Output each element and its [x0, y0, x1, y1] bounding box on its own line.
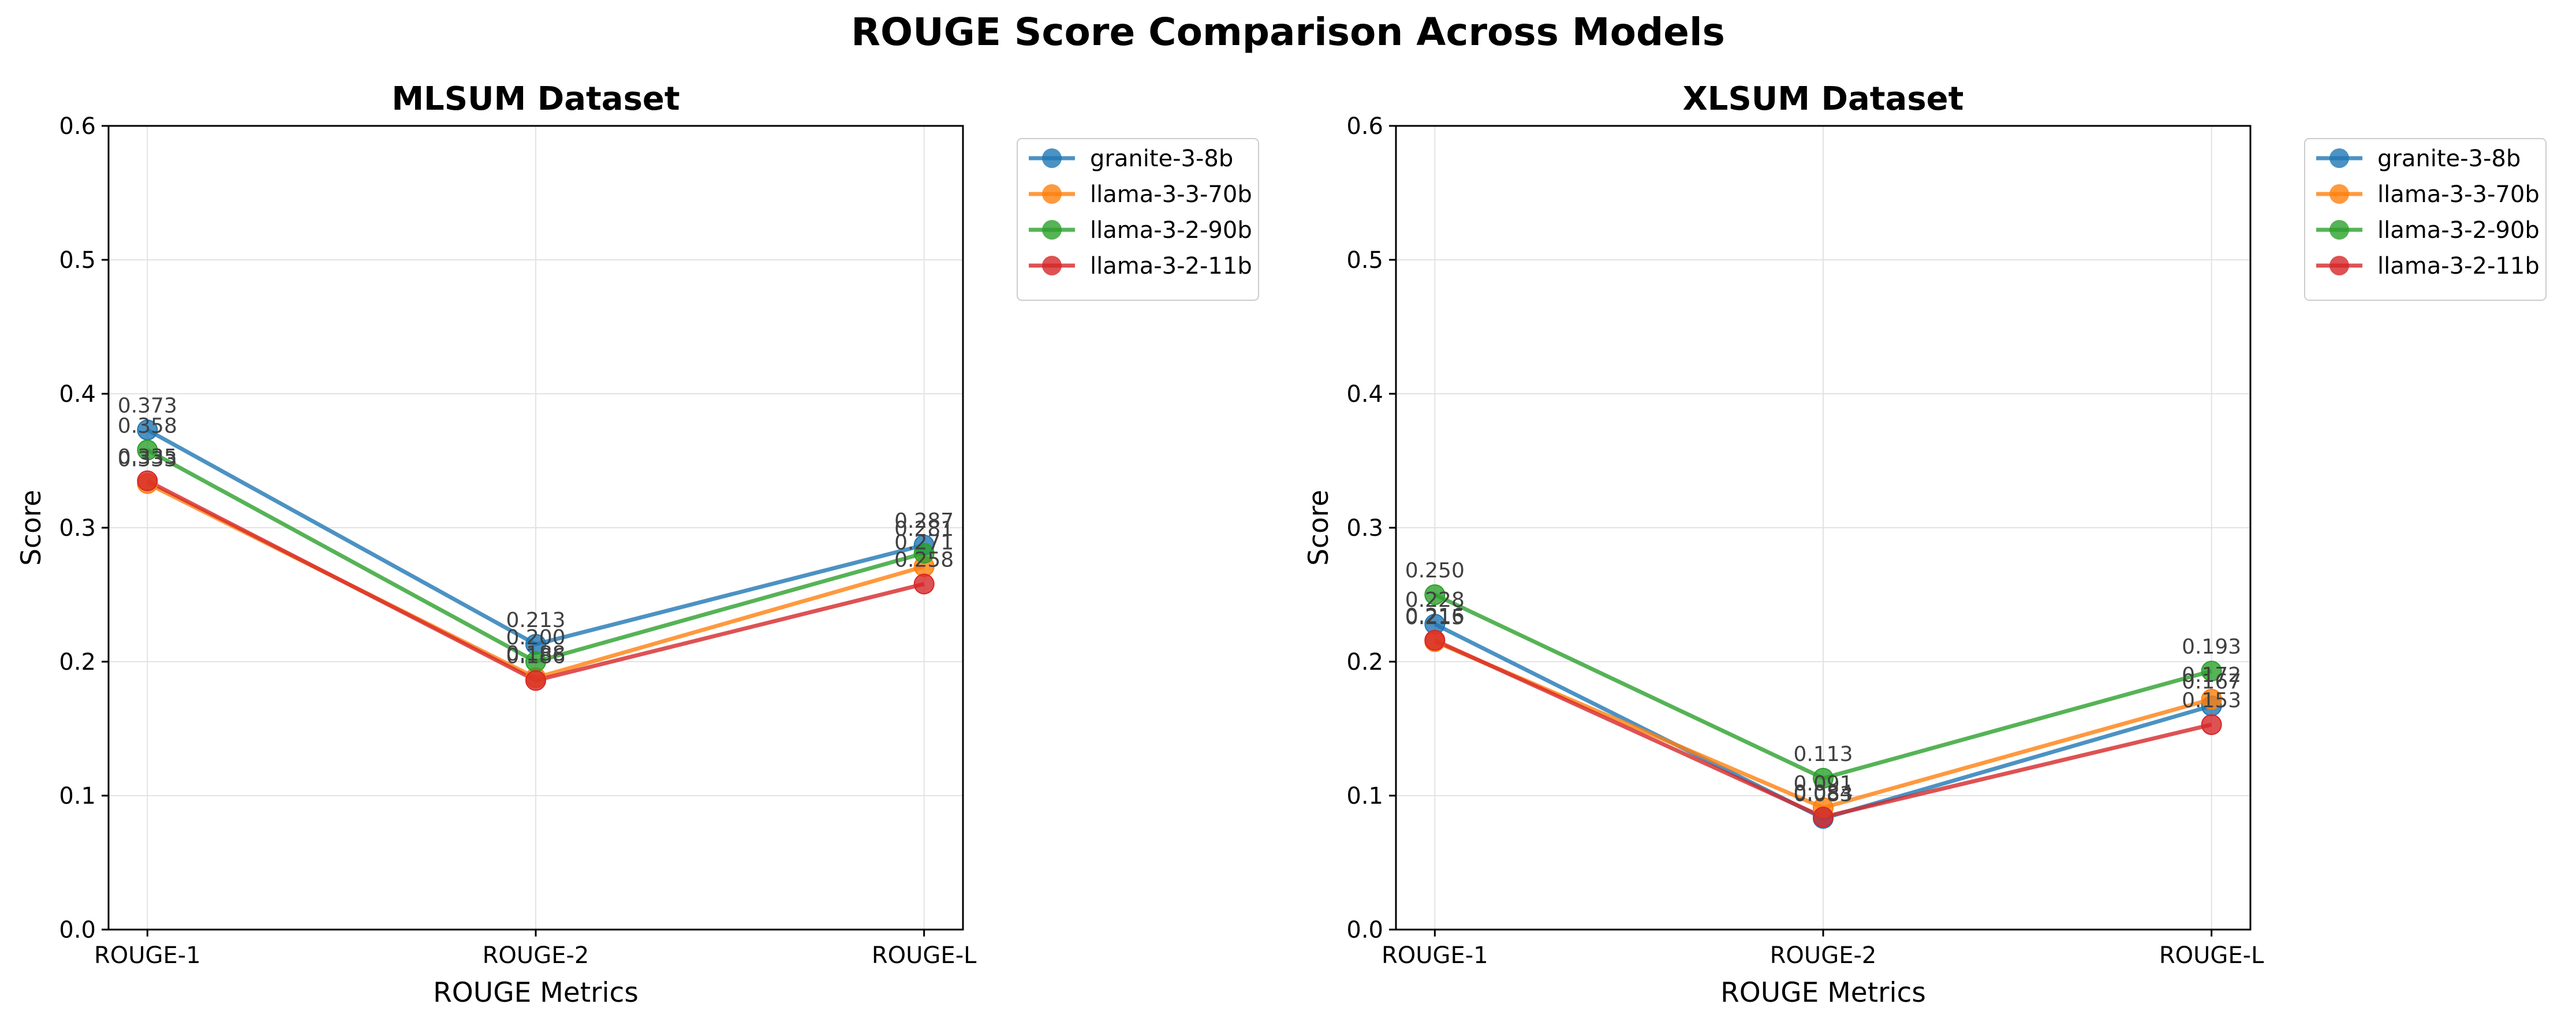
- data-point-llama-3-2-90b: [1813, 767, 1834, 789]
- data-point-llama-3-2-11b: [913, 573, 935, 595]
- legend: granite-3-8b llama-3-3-70b llama-3-2-90b ll…: [1017, 138, 1259, 301]
- legend-label: llama-3-2-90b: [1090, 217, 1252, 244]
- legend-swatch-marker: [1042, 256, 1062, 275]
- data-label: 0.186: [506, 644, 565, 668]
- y-axis-label: Score: [16, 490, 47, 566]
- y-tick-label: 0.0: [59, 917, 96, 943]
- data-label: 0.335: [118, 445, 177, 469]
- x-tick-label: ROUGE-L: [872, 942, 977, 969]
- legend-label: llama-3-3-70b: [2377, 181, 2540, 208]
- x-tick-label: ROUGE-1: [1382, 942, 1488, 969]
- data-point-llama-3-2-90b: [1424, 584, 1446, 605]
- legend-label: granite-3-8b: [1090, 145, 1233, 172]
- y-tick-label: 0.1: [1346, 783, 1383, 809]
- data-label: 0.113: [1793, 743, 1853, 766]
- data-point-llama-3-2-11b: [137, 470, 158, 491]
- data-label: 0.083: [1793, 782, 1853, 806]
- legend-box: [2304, 138, 2547, 301]
- data-label: 0.287: [894, 509, 954, 533]
- data-label: 0.215: [1405, 606, 1465, 629]
- data-label: 0.281: [894, 517, 954, 541]
- legend-swatch-marker: [2329, 148, 2349, 168]
- chart-panel-1: 0.0 0.1 0.2 0.3 0.4 0.5 0.6 ROUGE-1 ROUGE-2 ROUGE…: [16, 80, 1259, 1009]
- y-tick-label: 0.3: [1346, 515, 1383, 542]
- legend-label: llama-3-3-70b: [1090, 181, 1252, 208]
- y-tick-label: 0.2: [1346, 649, 1383, 676]
- legend-box: [1017, 138, 1259, 301]
- data-point-llama-3-2-90b: [137, 439, 158, 461]
- y-axis-label: Score: [1303, 490, 1335, 566]
- data-point-llama-3-2-11b: [525, 670, 546, 691]
- legend-swatch-marker: [2329, 220, 2349, 240]
- legend-swatch-marker: [1042, 184, 1062, 204]
- chart-panels: 0.0 0.1 0.2 0.3 0.4 0.5 0.6 ROUGE-1 ROUGE-2 ROUGE…: [16, 80, 2547, 1009]
- data-label: 0.167: [2182, 670, 2241, 694]
- y-tick-label: 0.4: [1346, 381, 1383, 408]
- data-label: 0.193: [2182, 635, 2241, 659]
- data-label: 0.084: [1793, 781, 1853, 805]
- data-label: 0.258: [894, 548, 954, 572]
- data-label: 0.216: [1405, 605, 1465, 628]
- data-label: 0.271: [894, 531, 954, 554]
- y-tick-label: 0.3: [59, 515, 96, 542]
- x-axis-label: ROUGE Metrics: [433, 977, 639, 1009]
- data-point-llama-3-3-70b: [2201, 688, 2222, 710]
- legend-label: llama-3-2-11b: [2377, 253, 2540, 279]
- legend-label: granite-3-8b: [2377, 145, 2521, 172]
- data-point-llama-3-2-11b: [1813, 807, 1834, 828]
- y-tick-label: 0.1: [59, 783, 96, 809]
- figure-title: ROUGE Score Comparison Across Models: [851, 10, 1725, 54]
- data-label: 0.153: [2182, 689, 2241, 712]
- data-label: 0.358: [118, 414, 177, 438]
- panel-title: XLSUM Dataset: [1683, 80, 1964, 118]
- x-tick-label: ROUGE-2: [483, 942, 589, 969]
- x-tick-label: ROUGE-1: [94, 942, 201, 969]
- data-label: 0.228: [1405, 588, 1465, 612]
- y-tick-label: 0.2: [59, 649, 96, 676]
- data-label: 0.188: [506, 642, 565, 666]
- y-tick-label: 0.4: [59, 381, 96, 408]
- y-tick-label: 0.6: [1346, 113, 1383, 140]
- legend-swatch-marker: [2329, 256, 2349, 275]
- data-label: 0.172: [2182, 663, 2241, 687]
- chart-panel-2: 0.0 0.1 0.2 0.3 0.4 0.5 0.6 ROUGE-1 ROUGE-2 ROUGE…: [1303, 80, 2547, 1009]
- data-point-llama-3-2-90b: [913, 543, 935, 564]
- data-label: 0.213: [506, 609, 565, 632]
- y-tick-label: 0.5: [59, 247, 96, 274]
- data-point-llama-3-2-90b: [2201, 661, 2222, 682]
- data-label: 0.091: [1793, 772, 1853, 796]
- y-tick-label: 0.5: [1346, 247, 1383, 274]
- data-point-llama-3-2-11b: [2201, 714, 2222, 736]
- y-tick-label: 0.0: [1346, 917, 1383, 943]
- data-label: 0.333: [118, 447, 177, 471]
- legend-label: llama-3-2-90b: [2377, 217, 2540, 244]
- data-label: 0.250: [1405, 559, 1465, 583]
- legend-swatch-marker: [1042, 220, 1062, 240]
- x-tick-label: ROUGE-2: [1770, 942, 1877, 969]
- x-tick-label: ROUGE-L: [2159, 942, 2264, 969]
- data-label: 0.200: [506, 626, 565, 650]
- legend: granite-3-8b llama-3-3-70b llama-3-2-90b ll…: [2304, 138, 2547, 301]
- legend-swatch-marker: [1042, 148, 1062, 168]
- legend-swatch-marker: [2329, 184, 2349, 204]
- panel-title: MLSUM Dataset: [391, 80, 680, 118]
- legend-label: llama-3-2-11b: [1090, 253, 1252, 279]
- data-label: 0.373: [118, 394, 177, 418]
- y-tick-label: 0.6: [59, 113, 96, 140]
- x-axis-label: ROUGE Metrics: [1720, 977, 1926, 1009]
- data-point-llama-3-2-11b: [1424, 629, 1446, 651]
